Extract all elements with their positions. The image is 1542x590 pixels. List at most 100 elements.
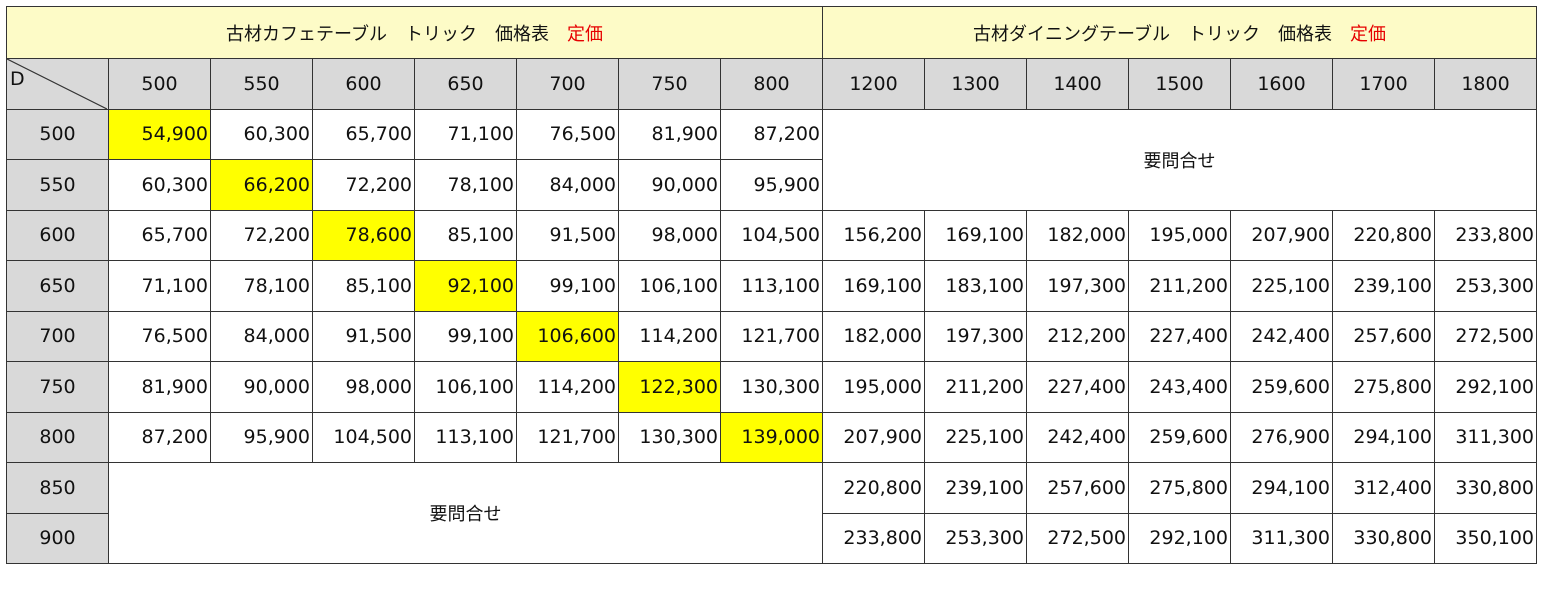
cafe-price-cell: 114,200: [618, 310, 721, 362]
depth-header: 550: [6, 159, 109, 211]
table-row: 500 54,900 60,300 65,700 71,100 76,500 81,900 8…: [6, 108, 1537, 211]
dining-price-cell: 183,100: [924, 260, 1027, 312]
dining-price-cell: 225,100: [924, 411, 1027, 463]
dining-price-cell: 156,200: [822, 209, 925, 261]
cafe-price-cell: 104,500: [720, 209, 823, 261]
dining-price-cell: 227,400: [1026, 361, 1129, 413]
dining-price-cell: 272,500: [1026, 512, 1129, 564]
cafe-width-header: 700: [516, 58, 619, 110]
cafe-price-cell: 98,000: [312, 361, 415, 413]
dining-price-cell: 253,300: [1434, 260, 1537, 312]
dining-table-title: 古材ダイニングテーブル トリック 価格表 定価: [822, 6, 1537, 59]
dining-price-cell: 227,400: [1128, 310, 1231, 362]
cafe-price-cell: 99,100: [516, 260, 619, 312]
cafe-width-header: 650: [414, 58, 517, 110]
table-row: 850 要問合せ 220,800 239,100 257,600 275,800 294,1…: [6, 462, 1537, 564]
cafe-price-cell: 87,200: [108, 411, 211, 463]
dining-price-cell: 257,600: [1026, 462, 1129, 514]
dining-price-cell: 292,100: [1128, 512, 1231, 564]
dining-price-cell: 292,100: [1434, 361, 1537, 413]
cafe-price-cell: 130,300: [720, 361, 823, 413]
dining-price-cell: 311,300: [1434, 411, 1537, 463]
width-header-row: D 500 550 600 650 700 750 800 1200 1300 1400 1500 1…: [6, 58, 1537, 110]
cafe-price-cell: 113,100: [720, 260, 823, 312]
depth-header: 650: [6, 260, 109, 312]
dining-price-cell: 233,800: [822, 512, 925, 564]
corner-label: D: [10, 68, 25, 90]
dining-price-cell: 243,400: [1128, 361, 1231, 413]
depth-header: 800: [6, 411, 109, 463]
cafe-width-header: 800: [720, 58, 823, 110]
table-row: 800 87,200 95,900 104,500 113,100 121,700 130,…: [6, 411, 1537, 463]
title-row: 古材カフェテーブル トリック 価格表 定価 古材ダイニングテーブル トリック 価…: [6, 6, 1537, 59]
dining-price-cell: 207,900: [1230, 209, 1333, 261]
dining-width-header: 1400: [1026, 58, 1129, 110]
dining-inquiry-cell: 要問合せ: [822, 108, 1537, 211]
cafe-price-cell: 121,700: [516, 411, 619, 463]
cafe-price-cell: 106,600: [516, 310, 619, 362]
cafe-price-cell: 85,100: [414, 209, 517, 261]
dining-price-cell: 225,100: [1230, 260, 1333, 312]
dining-price-cell: 197,300: [1026, 260, 1129, 312]
cafe-price-cell: 60,300: [108, 159, 211, 211]
cafe-price-cell: 106,100: [414, 361, 517, 413]
cafe-price-cell: 92,100: [414, 260, 517, 312]
cafe-price-cell: 76,500: [108, 310, 211, 362]
dining-price-cell: 207,900: [822, 411, 925, 463]
dining-price-cell: 275,800: [1128, 462, 1231, 514]
table-row: 750 81,900 90,000 98,000 106,100 114,200 122,3…: [6, 361, 1537, 413]
cafe-table-title: 古材カフェテーブル トリック 価格表 定価: [6, 6, 823, 59]
cafe-width-header: 750: [618, 58, 721, 110]
dining-price-cell: 195,000: [1128, 209, 1231, 261]
cafe-price-cell: 71,100: [414, 108, 517, 160]
dining-price-cell: 220,800: [822, 462, 925, 514]
dining-price-cell: 169,100: [924, 209, 1027, 261]
dining-price-cell: 276,900: [1230, 411, 1333, 463]
dining-price-label: 定価: [1349, 23, 1386, 45]
cafe-price-cell: 65,700: [312, 108, 415, 160]
depth-header: 750: [6, 361, 109, 413]
cafe-price-cell: 78,100: [210, 260, 313, 312]
dining-price-cell: 242,400: [1026, 411, 1129, 463]
dining-price-cell: 272,500: [1434, 310, 1537, 362]
cafe-price-cell: 85,100: [312, 260, 415, 312]
cafe-price-cell: 139,000: [720, 411, 823, 463]
cafe-inquiry-cell: 要問合せ: [108, 462, 823, 564]
cafe-width-header: 600: [312, 58, 415, 110]
dining-price-cell: 211,200: [1128, 260, 1231, 312]
cafe-price-cell: 72,200: [312, 159, 415, 211]
dining-price-cell: 275,800: [1332, 361, 1435, 413]
dining-price-cell: 239,100: [1332, 260, 1435, 312]
cafe-price-cell: 104,500: [312, 411, 415, 463]
dining-price-cell: 259,600: [1230, 361, 1333, 413]
corner-cell: D: [6, 58, 109, 110]
cafe-price-cell: 90,000: [618, 159, 721, 211]
corner-diagonal-line: [7, 59, 107, 109]
dining-price-cell: 169,100: [822, 260, 925, 312]
cafe-price-cell: 90,000: [210, 361, 313, 413]
table-row: 900 233,800 253,300 272,500 292,100 311,300 33…: [6, 512, 1537, 564]
dining-width-header: 1200: [822, 58, 925, 110]
cafe-price-cell: 60,300: [210, 108, 313, 160]
cafe-price-cell: 84,000: [210, 310, 313, 362]
dining-width-header: 1500: [1128, 58, 1231, 110]
cafe-price-cell: 98,000: [618, 209, 721, 261]
cafe-title-text: 古材カフェテーブル トリック 価格表: [226, 23, 549, 45]
cafe-price-cell: 71,100: [108, 260, 211, 312]
cafe-price-cell: 78,600: [312, 209, 415, 261]
dining-price-cell: 330,800: [1434, 462, 1537, 514]
cafe-price-cell: 130,300: [618, 411, 721, 463]
dining-price-cell: 195,000: [822, 361, 925, 413]
cafe-price-cell: 65,700: [108, 209, 211, 261]
dining-price-cell: 253,300: [924, 512, 1027, 564]
table-row: 700 76,500 84,000 91,500 99,100 106,600 114,20…: [6, 310, 1537, 362]
cafe-price-cell: 87,200: [720, 108, 823, 160]
cafe-price-label: 定価: [566, 23, 603, 45]
dining-price-cell: 182,000: [1026, 209, 1129, 261]
dining-price-cell: 311,300: [1230, 512, 1333, 564]
dining-width-header: 1800: [1434, 58, 1537, 110]
cafe-price-cell: 54,900: [108, 108, 211, 160]
cafe-width-header: 550: [210, 58, 313, 110]
dining-price-cell: 257,600: [1332, 310, 1435, 362]
table-row: 650 71,100 78,100 85,100 92,100 99,100 106,100…: [6, 260, 1537, 312]
